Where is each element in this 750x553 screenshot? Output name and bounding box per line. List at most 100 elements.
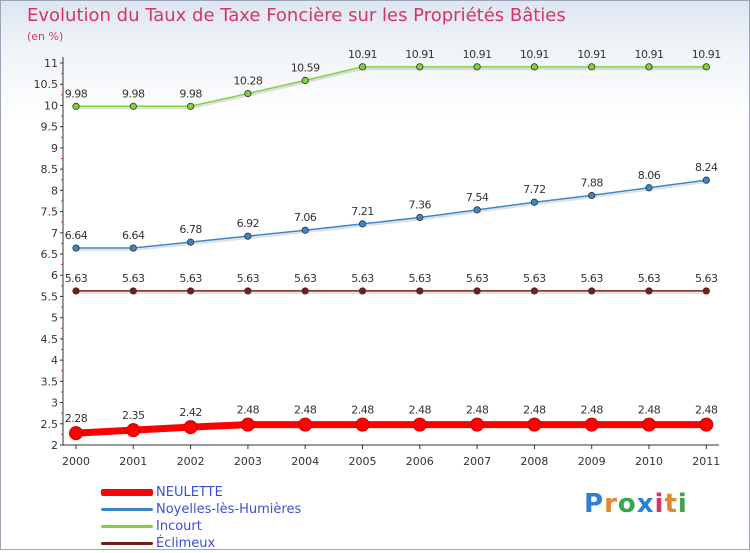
data-point-neulette — [412, 417, 427, 432]
data-label-neulette: 2.28 — [65, 412, 88, 425]
logo-letter: i — [677, 489, 688, 519]
logo-letter: t — [664, 489, 678, 519]
series-line-noyelles-les-humieres — [75, 179, 708, 249]
data-point-incourt — [588, 63, 596, 71]
data-point-incourt — [72, 102, 80, 110]
data-label-eclimeux: 5.63 — [466, 272, 489, 285]
data-point-eclimeux — [416, 287, 424, 295]
data-point-eclimeux — [301, 287, 309, 295]
series-lines — [69, 63, 714, 441]
data-point-incourt — [187, 102, 195, 110]
data-label-neulette: 2.48 — [638, 404, 661, 417]
data-label-incourt: 9.98 — [122, 87, 145, 100]
data-label-neulette: 2.48 — [351, 404, 374, 417]
data-point-incourt — [244, 89, 252, 98]
data-label-incourt: 9.98 — [179, 87, 202, 100]
logo-letter: P — [584, 489, 605, 519]
x-tick-label: 2003 — [234, 455, 262, 468]
data-point-neulette — [355, 417, 370, 432]
data-label-noyelles-les-humieres: 7.54 — [466, 191, 489, 204]
y-tick-label: 5 — [51, 312, 58, 325]
data-label-noyelles-les-humieres: 7.72 — [523, 183, 546, 196]
data-label-incourt: 10.91 — [520, 48, 549, 61]
x-tick-label: 2001 — [119, 455, 147, 468]
data-point-neulette — [699, 417, 714, 432]
y-tick-label: 10 — [44, 99, 58, 112]
y-tick-label: 3 — [51, 397, 58, 410]
series-shadow-noyelles-les-humieres — [76, 181, 707, 252]
data-label-eclimeux: 5.63 — [179, 272, 202, 285]
chart-subtitle: (en %) — [27, 30, 64, 43]
x-tick-label: 2002 — [177, 455, 205, 468]
legend-swatch-eclimeux — [101, 542, 153, 545]
logo-letter: o — [617, 489, 637, 519]
axes: 2 2.5 3 3.5 4 4.5 5 5.5 6 6.5 7 7.5 8 8.5 9 9.5 10 10.5 11… — [34, 57, 720, 468]
data-label-incourt: 9.98 — [65, 87, 88, 100]
y-tick-label: 9.5 — [41, 121, 59, 134]
data-label-noyelles-les-humieres: 7.21 — [351, 205, 374, 218]
y-tick-label: 6 — [51, 269, 58, 282]
data-labels: 6.64 6.64 6.78 6.92 7.06 7.21 7.36 7.54 7.72 7.88… — [65, 48, 722, 425]
x-tick-label: 2009 — [578, 455, 606, 468]
y-tick-label: 5.5 — [41, 290, 59, 303]
data-label-incourt: 10.91 — [348, 48, 377, 61]
data-label-neulette: 2.48 — [409, 404, 432, 417]
logo-letter: x — [636, 489, 655, 519]
x-tick-label: 2008 — [520, 455, 548, 468]
data-point-neulette — [642, 417, 656, 432]
data-point-eclimeux — [72, 287, 80, 295]
data-point-noyelles-les-humieres — [530, 198, 539, 206]
data-point-noyelles-les-humieres — [72, 244, 80, 252]
legend-label-eclimeux: Éclimeux — [156, 536, 216, 551]
legend-swatch-noyelles — [101, 508, 153, 511]
data-label-incourt: 10.91 — [577, 48, 606, 61]
data-label-noyelles-les-humieres: 7.06 — [294, 211, 317, 224]
data-label-eclimeux: 5.63 — [294, 272, 317, 285]
logo-letter: r — [604, 489, 618, 519]
data-label-neulette: 2.42 — [179, 406, 202, 419]
data-label-eclimeux: 5.63 — [122, 272, 145, 285]
data-point-incourt — [702, 63, 710, 71]
data-label-noyelles-les-humieres: 8.24 — [695, 161, 718, 174]
data-label-neulette: 2.48 — [580, 404, 603, 417]
y-tick-label: 4.5 — [41, 333, 59, 346]
x-tick-label: 2005 — [349, 455, 377, 468]
legend-label-incourt: Incourt — [156, 519, 202, 534]
series-shadow-incourt — [76, 67, 707, 110]
legend-label-neulette: NEULETTE — [156, 485, 223, 500]
data-label-noyelles-les-humieres: 7.88 — [580, 176, 603, 189]
data-label-noyelles-les-humieres: 6.78 — [179, 223, 202, 236]
data-label-neulette: 2.48 — [523, 404, 546, 417]
y-tick-label: 4 — [51, 354, 58, 367]
series-line-neulette — [72, 421, 710, 437]
data-point-eclimeux — [358, 287, 367, 295]
legend-swatch-neulette — [101, 489, 153, 496]
data-point-neulette — [584, 417, 599, 432]
data-point-neulette — [183, 420, 198, 435]
x-tick-label: 2007 — [463, 455, 491, 468]
data-point-neulette — [470, 417, 485, 432]
y-tick-label: 7.5 — [41, 206, 59, 219]
data-label-noyelles-les-humieres: 8.06 — [638, 169, 661, 182]
data-point-incourt — [129, 102, 137, 110]
y-tick-label: 9 — [51, 142, 58, 155]
data-label-eclimeux: 5.63 — [523, 272, 546, 285]
data-point-incourt — [358, 63, 367, 71]
chart-title: Evolution du Taux de Taxe Foncière sur l… — [27, 5, 566, 26]
data-point-noyelles-les-humieres — [129, 244, 137, 252]
proxiti-logo: Proxiti — [584, 489, 688, 519]
series-line-incourt — [75, 66, 708, 108]
y-tick-label: 7 — [51, 227, 58, 240]
data-point-neulette — [298, 417, 313, 432]
data-label-eclimeux: 5.63 — [351, 272, 374, 285]
data-point-noyelles-les-humieres — [473, 206, 481, 214]
data-label-incourt: 10.28 — [233, 75, 262, 88]
data-point-noyelles-les-humieres — [416, 213, 424, 222]
data-point-neulette — [126, 423, 141, 438]
data-label-eclimeux: 5.63 — [580, 272, 603, 285]
data-label-noyelles-les-humieres: 6.64 — [65, 229, 88, 242]
data-label-neulette: 2.48 — [294, 404, 317, 417]
data-point-neulette — [69, 426, 83, 441]
data-point-noyelles-les-humieres — [187, 238, 195, 246]
